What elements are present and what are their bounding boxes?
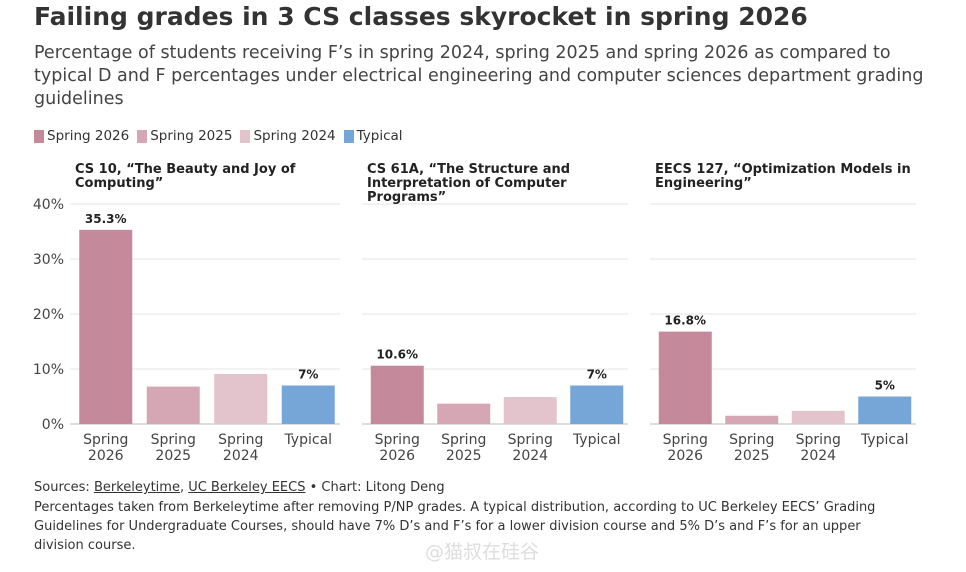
y-tick-label: 40%: [33, 197, 64, 213]
bar: [146, 386, 200, 424]
source: Sources: Berkeleytime, UC Berkeley EECS …: [34, 480, 445, 495]
legend-label: Spring 2024: [253, 128, 336, 144]
legend-label: Spring 2026: [47, 128, 130, 144]
x-tick-label: Spring 2025: [729, 432, 774, 464]
value-label: 35.3%: [85, 212, 127, 226]
panel-title: EECS 127, “Optimization Models in Engine…: [655, 162, 911, 191]
bar: [437, 403, 491, 424]
subtitle: Percentage of students receiving F’s in …: [34, 43, 924, 109]
legend-swatch: [240, 129, 251, 143]
bar: [858, 396, 912, 424]
value-label: 5%: [875, 379, 895, 393]
legend-item: Typical: [343, 128, 403, 144]
value-label: 10.6%: [376, 348, 418, 362]
watermark: @猫叔在硅谷: [425, 541, 540, 563]
source-text: ,: [179, 480, 189, 495]
note: Percentages taken from Berkeleytime afte…: [34, 500, 876, 553]
bar: [725, 415, 779, 424]
bar: [79, 229, 133, 424]
y-tick-label: 10%: [33, 362, 64, 378]
legend-label: Typical: [356, 128, 403, 144]
value-label: 7%: [587, 368, 607, 382]
x-tick-label: Spring 2024: [508, 432, 553, 464]
legend-swatch: [34, 129, 44, 143]
x-tick-label: Spring 2024: [796, 432, 841, 464]
source-link: UC Berkeley EECS: [188, 480, 306, 495]
x-tick-label: Typical: [860, 432, 909, 448]
y-tick-label: 0%: [42, 417, 64, 433]
x-tick-label: Typical: [283, 432, 332, 448]
y-tick-label: 30%: [33, 252, 64, 268]
value-label: 16.8%: [664, 314, 706, 328]
panel-title: CS 10, “The Beauty and Joy of Computing”: [75, 162, 296, 191]
bar: [370, 365, 424, 424]
source-text: Sources:: [34, 480, 94, 495]
bar: [503, 397, 557, 424]
legend: Spring 2026 Spring 2025 Spring 2024 Typical: [34, 128, 403, 144]
source-text: • Chart: Litong Deng: [305, 480, 445, 495]
x-tick-label: Spring 2024: [218, 432, 263, 464]
y-tick-label: 20%: [33, 307, 64, 323]
legend-swatch: [137, 129, 148, 143]
panel-title: CS 61A, “The Structure and Interpretatio…: [367, 162, 571, 205]
legend-item: Spring 2025: [137, 128, 232, 144]
legend-label: Spring 2025: [150, 128, 233, 144]
x-tick-label: Spring 2025: [441, 432, 486, 464]
title: Failing grades in 3 CS classes skyrocket…: [34, 2, 808, 31]
bar: [658, 331, 712, 424]
source-link: Berkeleytime: [93, 480, 180, 495]
bar: [570, 385, 624, 424]
x-tick-label: Spring 2026: [663, 432, 708, 464]
bar: [281, 385, 335, 424]
bar: [791, 410, 845, 424]
value-label: 7%: [298, 368, 318, 382]
legend-swatch: [343, 129, 354, 143]
legend-item: Spring 2024: [240, 128, 336, 144]
bar: [214, 373, 268, 424]
legend-item: Spring 2026: [34, 128, 129, 144]
x-tick-label: Spring 2026: [375, 432, 420, 464]
x-tick-label: Spring 2026: [83, 432, 128, 464]
x-tick-label: Typical: [572, 432, 621, 448]
x-tick-label: Spring 2025: [151, 432, 196, 464]
